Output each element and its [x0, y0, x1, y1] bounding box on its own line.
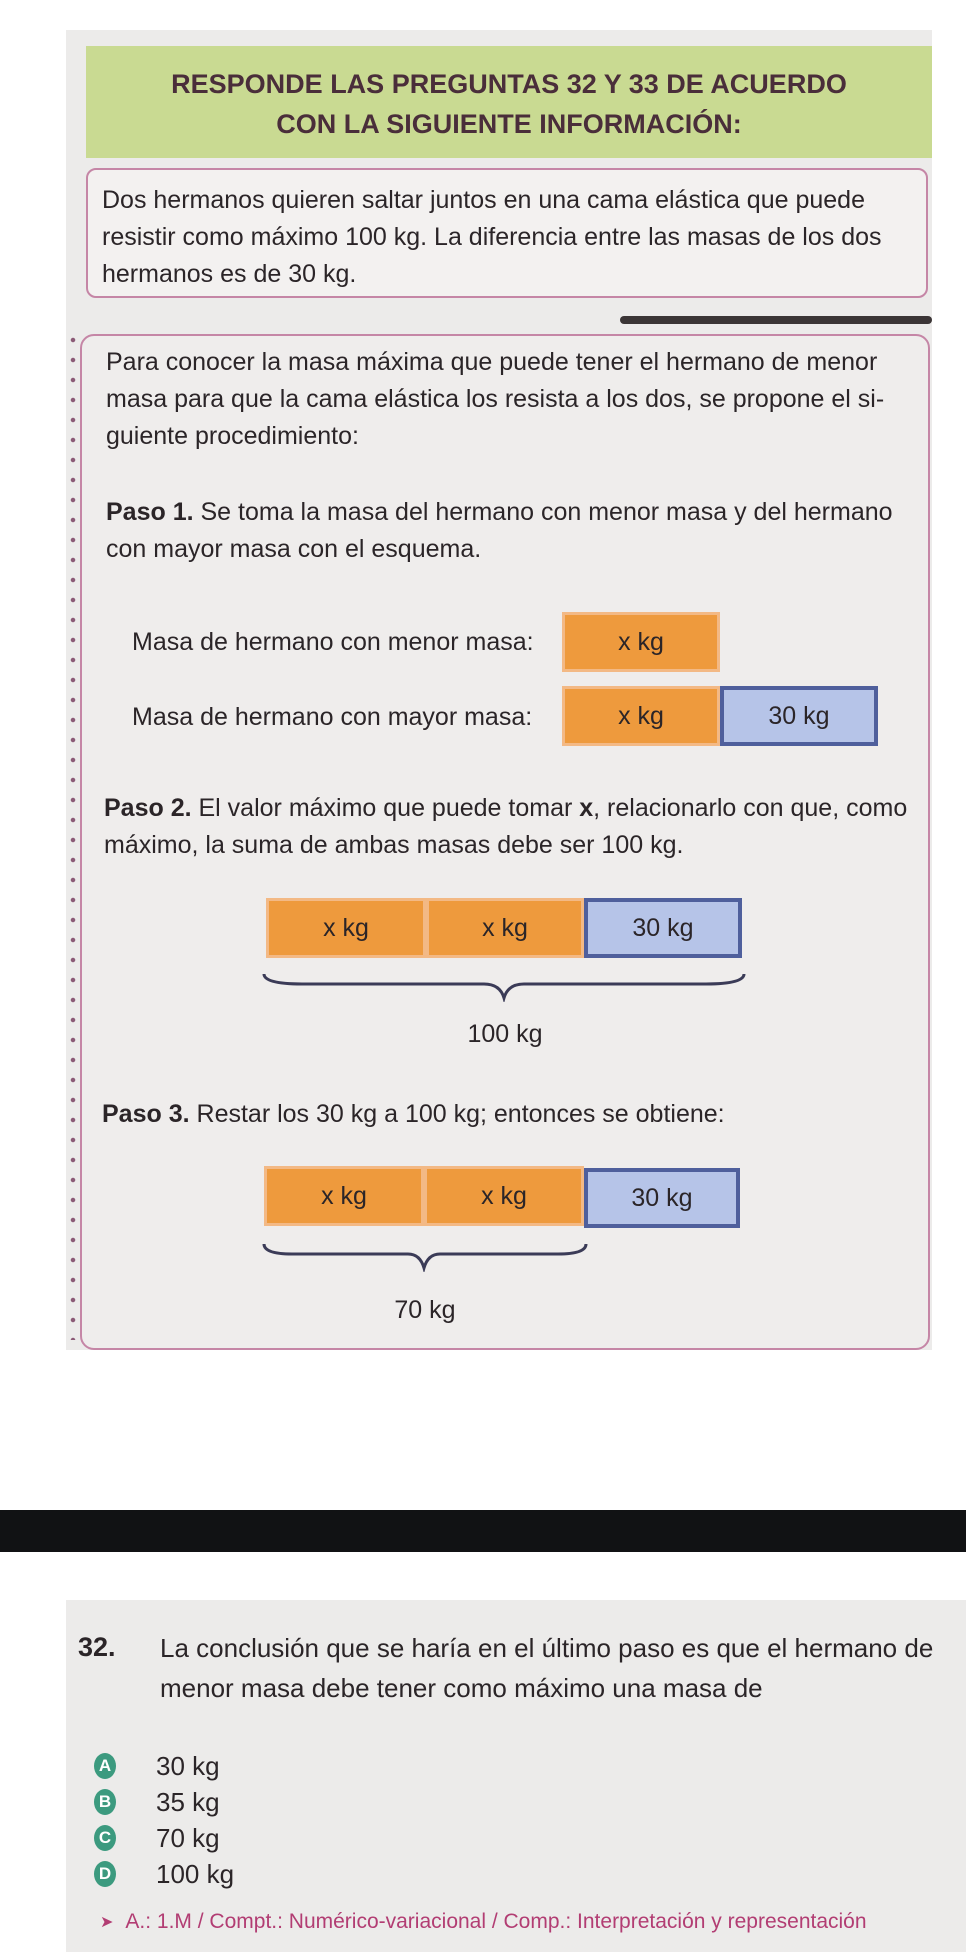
- question-clipping: [66, 1600, 966, 1952]
- info-line-2: resistir como máximo 100 kg. La diferenc…: [102, 223, 882, 251]
- option-letter-badge: D: [94, 1861, 116, 1887]
- intro-line-2: masa para que la cama elástica los resis…: [106, 385, 885, 413]
- step-3-label: Paso 3.: [102, 1100, 190, 1128]
- option-text: 70 kg: [156, 1822, 220, 1853]
- total-100-label: 100 kg: [467, 1020, 543, 1048]
- thirty-kg-bar: 30 kg: [720, 686, 878, 746]
- option-text: 30 kg: [156, 1750, 220, 1781]
- x-kg-bar: x kg: [562, 686, 720, 746]
- question-number: 32.: [78, 1632, 116, 1662]
- step-2-line-1b: , relacionarlo con que, como: [593, 794, 908, 822]
- x-kg-bar: x kg: [264, 1166, 424, 1226]
- step-3-text: Paso 3. Restar los 30 kg a 100 kg; enton…: [102, 1096, 922, 1133]
- thirty-kg-bar: 30 kg: [584, 898, 742, 958]
- competency-note: ➤ A.: 1.M / Compt.: Numérico-variacional…: [100, 1910, 867, 1934]
- option-c[interactable]: C 70 kg: [94, 1822, 220, 1854]
- dotted-margin: [70, 330, 76, 1340]
- step-1-label: Paso 1.: [106, 498, 194, 526]
- option-b[interactable]: B 35 kg: [94, 1786, 220, 1818]
- question-line-2: menor masa debe tener como máximo una ma…: [160, 1673, 763, 1703]
- option-text: 35 kg: [156, 1786, 220, 1817]
- step-1-line-1: Se toma la masa del hermano con menor ma…: [193, 498, 893, 526]
- step-2-x: x: [579, 794, 594, 822]
- option-text: 100 kg: [156, 1858, 235, 1889]
- option-a[interactable]: A 30 kg: [94, 1750, 220, 1782]
- step-1-line-2: con mayor masa con el esquema.: [106, 535, 482, 563]
- x-kg-bar: x kg: [424, 1166, 584, 1226]
- brace-70: [262, 1243, 588, 1272]
- info-box: Dos hermanos quieren saltar juntos en un…: [86, 168, 928, 298]
- row-1-label: Masa de hermano con menor masa:: [132, 628, 534, 656]
- step-2-line-2: máximo, la suma de ambas masas debe ser …: [104, 831, 684, 859]
- info-line-1: Dos hermanos quieren saltar juntos en un…: [102, 186, 865, 214]
- step-3-line: Restar los 30 kg a 100 kg; entonces se o…: [189, 1100, 725, 1128]
- competency-note-text: A.: 1.M / Compt.: Numérico-variacional /…: [125, 1910, 867, 1933]
- info-line-3: hermanos es de 30 kg.: [102, 260, 357, 288]
- instructions-header: RESPONDE LAS PREGUNTAS 32 Y 33 DE ACUERD…: [86, 46, 932, 158]
- option-letter-badge: B: [94, 1789, 116, 1815]
- divider-strip: [620, 316, 932, 324]
- thirty-kg-bar: 30 kg: [584, 1168, 740, 1228]
- header-line-2: CON LA SIGUIENTE INFORMACIÓN:: [276, 109, 742, 139]
- header-line-1: RESPONDE LAS PREGUNTAS 32 Y 33 DE ACUERD…: [171, 69, 847, 99]
- intro-line-3: guiente procedimiento:: [106, 422, 359, 450]
- intro-line-1: Para conocer la masa máxima que puede te…: [106, 348, 878, 376]
- step-1-text: Paso 1. Se toma la masa del hermano con …: [106, 494, 926, 568]
- procedure-intro: Para conocer la masa máxima que puede te…: [106, 344, 926, 455]
- x-kg-bar: x kg: [426, 898, 584, 958]
- question-text: La conclusión que se haría en el último …: [160, 1628, 950, 1708]
- option-d[interactable]: D 100 kg: [94, 1858, 234, 1890]
- total-70-label: 70 kg: [394, 1296, 456, 1324]
- step-2-line-1a: El valor máximo que puede tomar: [191, 794, 580, 822]
- option-letter-badge: A: [94, 1753, 116, 1779]
- option-letter-badge: C: [94, 1825, 116, 1851]
- x-kg-bar: x kg: [266, 898, 426, 958]
- step-2-label: Paso 2.: [104, 794, 192, 822]
- arrow-right-icon: ➤: [100, 1914, 114, 1931]
- step-2-text: Paso 2. El valor máximo que puede tomar …: [104, 790, 934, 864]
- brace-100: [262, 973, 746, 1002]
- x-kg-bar: x kg: [562, 612, 720, 672]
- row-2-label: Masa de hermano con mayor masa:: [132, 703, 533, 731]
- separator-band: [0, 1510, 966, 1552]
- question-line-1: La conclusión que se haría en el último …: [160, 1633, 934, 1663]
